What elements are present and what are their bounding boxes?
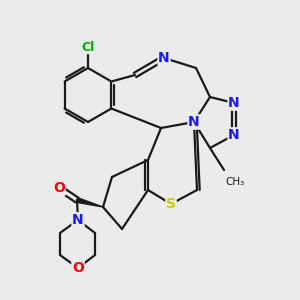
- Text: CH₃: CH₃: [226, 177, 245, 187]
- Text: N: N: [188, 115, 200, 129]
- Text: N: N: [72, 213, 84, 227]
- Text: N: N: [228, 96, 240, 110]
- Text: N: N: [228, 128, 240, 142]
- Polygon shape: [76, 198, 103, 207]
- Text: Cl: Cl: [81, 40, 94, 53]
- Text: O: O: [72, 261, 84, 275]
- Text: N: N: [158, 51, 170, 65]
- Text: S: S: [166, 197, 176, 211]
- Text: O: O: [53, 181, 65, 195]
